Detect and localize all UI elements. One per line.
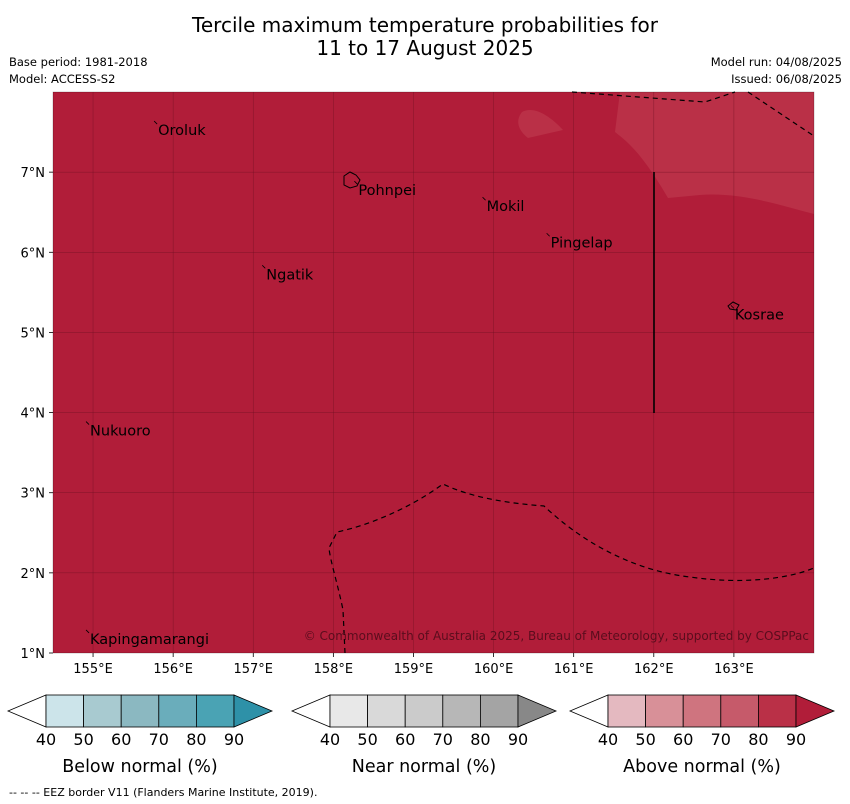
base-period-text: Base period: 1981-2018	[9, 55, 148, 69]
place-label: Kosrae	[735, 307, 784, 323]
legend-tick-label: 80	[186, 730, 206, 749]
lat-tick-label: 1°N	[21, 647, 46, 662]
legend-swatch	[479, 694, 519, 728]
legend-tick-label: 60	[395, 730, 415, 749]
legend-lower-arrow	[568, 694, 609, 728]
legend-tick-label: 40	[36, 730, 56, 749]
legend-swatch	[329, 694, 368, 728]
chart-title-line-1: Tercile maximum temperature probabilitie…	[192, 13, 658, 37]
legend-swatch	[442, 694, 481, 728]
lon-tick-label: 161°E	[554, 662, 594, 677]
legend-tick-label: 80	[470, 730, 490, 749]
eez-border	[747, 91, 815, 137]
lon-tick-label: 155°E	[73, 662, 113, 677]
lon-tick-label: 157°E	[233, 662, 273, 677]
legend-swatch	[45, 694, 84, 728]
place-marker	[153, 120, 158, 125]
lon-tick-label: 158°E	[314, 662, 354, 677]
legend-upper-arrow	[517, 694, 558, 728]
legend-tick-label: 50	[635, 730, 655, 749]
legend-lower-arrow	[290, 694, 331, 728]
legend-tick-label: 90	[508, 730, 528, 749]
legend-upper-arrow	[795, 694, 836, 728]
lon-tick-label: 162°E	[634, 662, 674, 677]
legend-swatch	[682, 694, 722, 728]
lat-tick-label: 2°N	[21, 567, 46, 582]
lighter-zone-small	[518, 110, 563, 138]
eez-border	[328, 483, 815, 654]
lon-tick-label: 159°E	[394, 662, 434, 677]
legend-swatch	[645, 694, 684, 728]
legend: 40 50 60 70 80 90 Below normal (%) 40 50 60 70 80 90…	[6, 694, 836, 777]
place-label: Mokil	[487, 199, 525, 215]
place-marker	[85, 629, 90, 634]
legend-tick-label: 70	[149, 730, 169, 749]
legend-upper-arrow	[233, 694, 274, 728]
kosrae-island	[727, 301, 740, 311]
legend-tick-label: 50	[73, 730, 93, 749]
place-marker	[730, 305, 735, 309]
lat-tick-label: 3°N	[21, 487, 46, 502]
chart-title-line-2: 11 to 17 August 2025	[316, 36, 534, 60]
legend-swatch	[607, 694, 646, 728]
place-label: Ngatik	[266, 267, 314, 283]
legend-group: 40 50 60 70 80 90 Above normal (%)	[568, 694, 836, 777]
pohnpei-island	[343, 171, 361, 189]
legend-tick-label: 80	[748, 730, 768, 749]
legend-tick-label: 70	[711, 730, 731, 749]
place-label: Nukuoro	[90, 424, 151, 440]
place-marker	[354, 180, 358, 185]
lat-tick-label: 4°N	[21, 407, 46, 422]
place-label: Oroluk	[158, 123, 206, 139]
legend-group: 40 50 60 70 80 90 Near normal (%)	[290, 694, 558, 777]
legend-group: 40 50 60 70 80 90 Below normal (%)	[6, 694, 274, 777]
place-label: Pingelap	[551, 235, 613, 251]
lon-tick-label: 156°E	[153, 662, 193, 677]
eez-border	[571, 91, 736, 103]
meta-left: Base period: 1981-2018 Model: ACCESS-S2	[9, 54, 148, 88]
meta-right: Model run: 04/08/2025 Issued: 06/08/2025	[711, 54, 842, 88]
legend-swatch	[83, 694, 122, 728]
model-run-text: Model run: 04/08/2025	[710, 55, 842, 69]
place-label: Pohnpei	[358, 183, 416, 199]
legend-swatch	[120, 694, 160, 728]
legend-tick-label: 40	[320, 730, 340, 749]
lat-tick-label: 6°N	[21, 246, 46, 261]
legend-swatch	[758, 694, 797, 728]
legend-tick-label: 90	[786, 730, 806, 749]
legend-tick-label: 90	[224, 730, 244, 749]
legend-tick-label: 40	[598, 730, 618, 749]
place-marker	[546, 232, 550, 237]
lat-tick-label: 5°N	[21, 326, 46, 341]
legend-tick-label: 60	[673, 730, 693, 749]
legend-tick-label: 60	[111, 730, 131, 749]
legend-swatch	[367, 694, 406, 728]
model-text: Model: ACCESS-S2	[9, 72, 116, 86]
place-marker	[85, 421, 90, 425]
lon-tick-label: 160°E	[474, 662, 514, 677]
legend-lower-arrow	[6, 694, 47, 728]
legend-swatch	[404, 694, 444, 728]
map-frame	[52, 91, 815, 654]
legend-swatch	[195, 694, 235, 728]
lighter-zone-north-east	[615, 92, 814, 214]
legend-title: Below normal (%)	[62, 757, 217, 777]
eez-footer-note: -- -- -- EEZ border V11 (Flanders Marine…	[9, 786, 318, 799]
issued-text: Issued: 06/08/2025	[731, 72, 842, 86]
legend-title: Above normal (%)	[623, 757, 781, 777]
lat-tick-label: 7°N	[21, 166, 46, 181]
legend-tick-label: 70	[433, 730, 453, 749]
legend-title: Near normal (%)	[352, 757, 497, 777]
map-panel: Oroluk Pohnpei Mokil Pingelap Ngatik Kosrae Nu…	[21, 91, 815, 677]
place-marker	[261, 265, 266, 269]
legend-swatch	[720, 694, 759, 728]
place-label: Kapingamarangi	[90, 632, 209, 648]
lon-tick-label: 163°E	[714, 662, 754, 677]
copyright-text: © Commonwealth of Australia 2025, Bureau…	[304, 629, 809, 643]
legend-tick-label: 50	[357, 730, 377, 749]
legend-swatch	[158, 694, 197, 728]
place-marker	[482, 196, 486, 201]
